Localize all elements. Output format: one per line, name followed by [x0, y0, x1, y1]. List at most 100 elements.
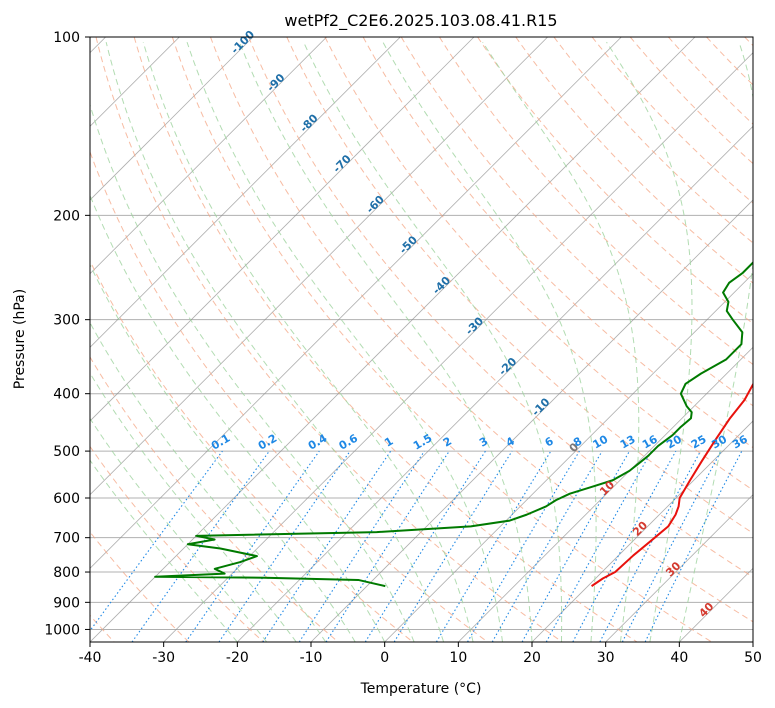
dry-adiabat-line — [133, 37, 638, 642]
isotherm-line — [90, 37, 401, 348]
dewpoint-profile-line — [154, 261, 753, 588]
series-layer — [154, 261, 753, 588]
x-tick-label: -40 — [79, 650, 102, 666]
mixing-ratio-label: 3 — [477, 435, 490, 450]
mixing-ratio-label: 1.5 — [411, 432, 434, 453]
grid-layer — [90, 37, 753, 642]
dry-adiabat-label: -30 — [463, 314, 486, 337]
dry-adiabat-line — [248, 37, 753, 578]
moist-adiabat-line — [239, 41, 533, 642]
isotherm-line — [679, 567, 753, 642]
dry-adiabat-line — [210, 37, 753, 623]
isotherm-line — [163, 52, 753, 642]
moist-adiabat-line — [142, 41, 474, 642]
mixing-ratio-line — [393, 450, 513, 642]
dry-adiabat-label: -80 — [297, 111, 320, 134]
mixing-ratio-label: 30 — [709, 432, 729, 451]
x-tick-label: 0 — [380, 650, 389, 666]
dry-adiabat-label: -40 — [430, 274, 453, 297]
mixing-ratio-line — [185, 450, 320, 642]
mixing-ratio-line — [521, 450, 630, 642]
axes-layer: -40 -30 -20 -10 0 10 20 30 40 5010020030040050060… — [44, 30, 762, 666]
moist-adiabat-line — [382, 41, 597, 642]
isotherm-line — [605, 494, 753, 642]
moist-adiabat-line — [90, 103, 415, 642]
x-tick-label: 40 — [670, 650, 688, 666]
y-tick-label: 400 — [53, 387, 80, 403]
dry-adiabat-label: -10 — [529, 395, 552, 418]
mixing-ratio-label: 16 — [640, 432, 660, 451]
dry-adiabat-line — [439, 37, 753, 366]
isotherm-line — [384, 273, 753, 642]
dry-adiabat-line — [553, 37, 753, 244]
x-tick-label: 20 — [523, 650, 541, 666]
dry-adiabat-label: -20 — [496, 355, 519, 378]
mixing-ratio-label: 25 — [689, 433, 709, 452]
y-tick-label: 200 — [53, 208, 80, 224]
mixing-ratio-label: 36 — [730, 432, 750, 451]
x-axis-label: Temperature (°C) — [360, 681, 482, 697]
y-tick-label: 900 — [53, 595, 80, 611]
mixing-ratio-line — [325, 450, 450, 642]
mixing-ratio-line — [545, 450, 653, 642]
x-tick-label: 50 — [744, 650, 762, 666]
dry-adiabat-line — [324, 37, 753, 491]
dry-adiabat-line — [400, 37, 753, 407]
isotherm-line — [310, 199, 753, 642]
mixing-ratio-label: 10 — [591, 432, 611, 451]
moist-adiabat-line — [303, 41, 563, 642]
mixing-ratio-label: 6 — [543, 434, 556, 449]
isotherm-line — [752, 641, 753, 642]
dry-adiabat-line — [90, 259, 414, 642]
y-tick-label: 100 — [53, 30, 80, 46]
moist-adiabat-line — [482, 41, 640, 642]
dry-adiabat-label: -60 — [364, 193, 387, 216]
y-tick-label: 800 — [53, 565, 80, 581]
dry-adiabat-line — [477, 37, 753, 325]
y-tick-label: 1000 — [44, 622, 80, 638]
isotherm-line — [237, 125, 753, 642]
mixing-ratio-line — [364, 450, 486, 642]
moist-adiabat-line — [606, 41, 693, 642]
dry-adiabat-line — [668, 37, 753, 125]
moist-adiabat-line — [90, 459, 238, 642]
chart-title: wetPf2_C2E6.2025.103.08.41.R15 — [284, 11, 557, 31]
y-tick-label: 700 — [53, 531, 80, 547]
dry-adiabat-line — [90, 356, 339, 642]
moist-adiabat-line — [90, 372, 297, 642]
x-tick-label: -20 — [226, 650, 249, 666]
moist-adiabat-line — [186, 41, 504, 642]
dry-adiabat-line — [591, 37, 753, 204]
mixing-ratio-label: 0.4 — [306, 431, 330, 452]
y-tick-label: 300 — [53, 313, 80, 329]
dry-adiabat-line — [362, 37, 753, 449]
mixing-ratio-line — [218, 450, 351, 642]
dry-adiabat-label: -100 — [228, 28, 257, 57]
moist-adiabat-line — [90, 321, 327, 642]
isotherm-line — [90, 37, 254, 201]
mixing-ratio-line — [131, 450, 270, 642]
plot-frame — [89, 36, 754, 643]
moist-adiabat-line — [90, 263, 356, 642]
moist-adiabat-line — [90, 417, 268, 642]
dry-adiabat-label: -90 — [264, 71, 287, 94]
moist-adiabat-line — [678, 41, 753, 642]
mixing-ratio-line — [572, 450, 677, 642]
mixing-ratio-line — [262, 450, 392, 642]
mixing-ratio-line — [644, 450, 743, 642]
dry-adiabat-label: -70 — [331, 152, 354, 175]
isotherm-line — [531, 420, 753, 642]
isotherm-line — [90, 37, 548, 496]
dry-adiabat-label: 30 — [663, 559, 683, 579]
dry-adiabat-line — [90, 445, 264, 642]
dry-adiabat-label: 20 — [630, 519, 650, 539]
dry-adiabat-line — [171, 37, 712, 642]
dry-adiabat-line — [706, 37, 753, 86]
x-tick-label: 30 — [597, 650, 615, 666]
mixing-ratio-line — [467, 450, 580, 642]
dry-adiabat-label: -50 — [397, 233, 420, 256]
dry-adiabat-line — [95, 37, 563, 642]
isotherm-line — [90, 37, 696, 642]
temperature-profile-line — [591, 381, 753, 587]
